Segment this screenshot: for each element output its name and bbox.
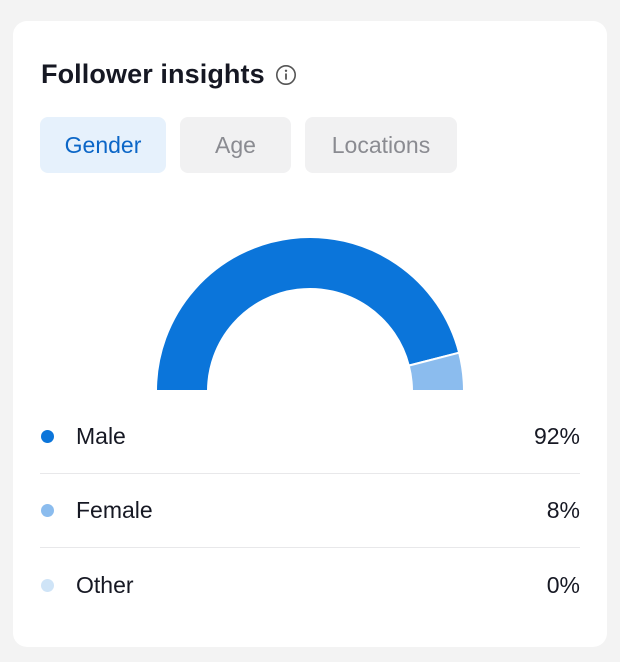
tab-locations[interactable]: Locations — [305, 117, 457, 173]
legend-row-male: Male 92% — [40, 400, 580, 474]
donut-segment-male[interactable] — [154, 236, 461, 392]
legend-value: 0% — [546, 571, 580, 598]
legend-value: 92% — [533, 423, 580, 449]
tab-label: Age — [215, 131, 256, 158]
gender-donut-chart — [154, 236, 466, 392]
follower-insights-card: Follower insights Gender Age Locations M… — [13, 21, 607, 647]
legend-label: Female — [76, 497, 153, 523]
legend-row-other: Other 0% — [40, 548, 580, 622]
insight-tabs: Gender Age Locations — [40, 117, 457, 173]
tab-label: Locations — [331, 131, 431, 158]
gender-chart — [13, 201, 607, 392]
card-title: Follower insights — [41, 59, 265, 89]
legend-dot — [41, 430, 54, 443]
info-circle-icon[interactable] — [275, 64, 297, 86]
tab-label: Gender — [64, 131, 142, 158]
legend-dot — [41, 578, 54, 592]
tab-age[interactable]: Age — [180, 117, 291, 173]
legend-dot — [41, 504, 54, 517]
legend-row-female: Female 8% — [40, 474, 580, 548]
legend-label: Male — [76, 423, 126, 449]
gender-legend: Male 92% Female 8% Other 0% — [40, 400, 580, 622]
tab-gender[interactable]: Gender — [40, 117, 166, 173]
card-header: Follower insights — [41, 59, 297, 90]
legend-value: 8% — [546, 497, 580, 523]
legend-label: Other — [76, 571, 134, 598]
